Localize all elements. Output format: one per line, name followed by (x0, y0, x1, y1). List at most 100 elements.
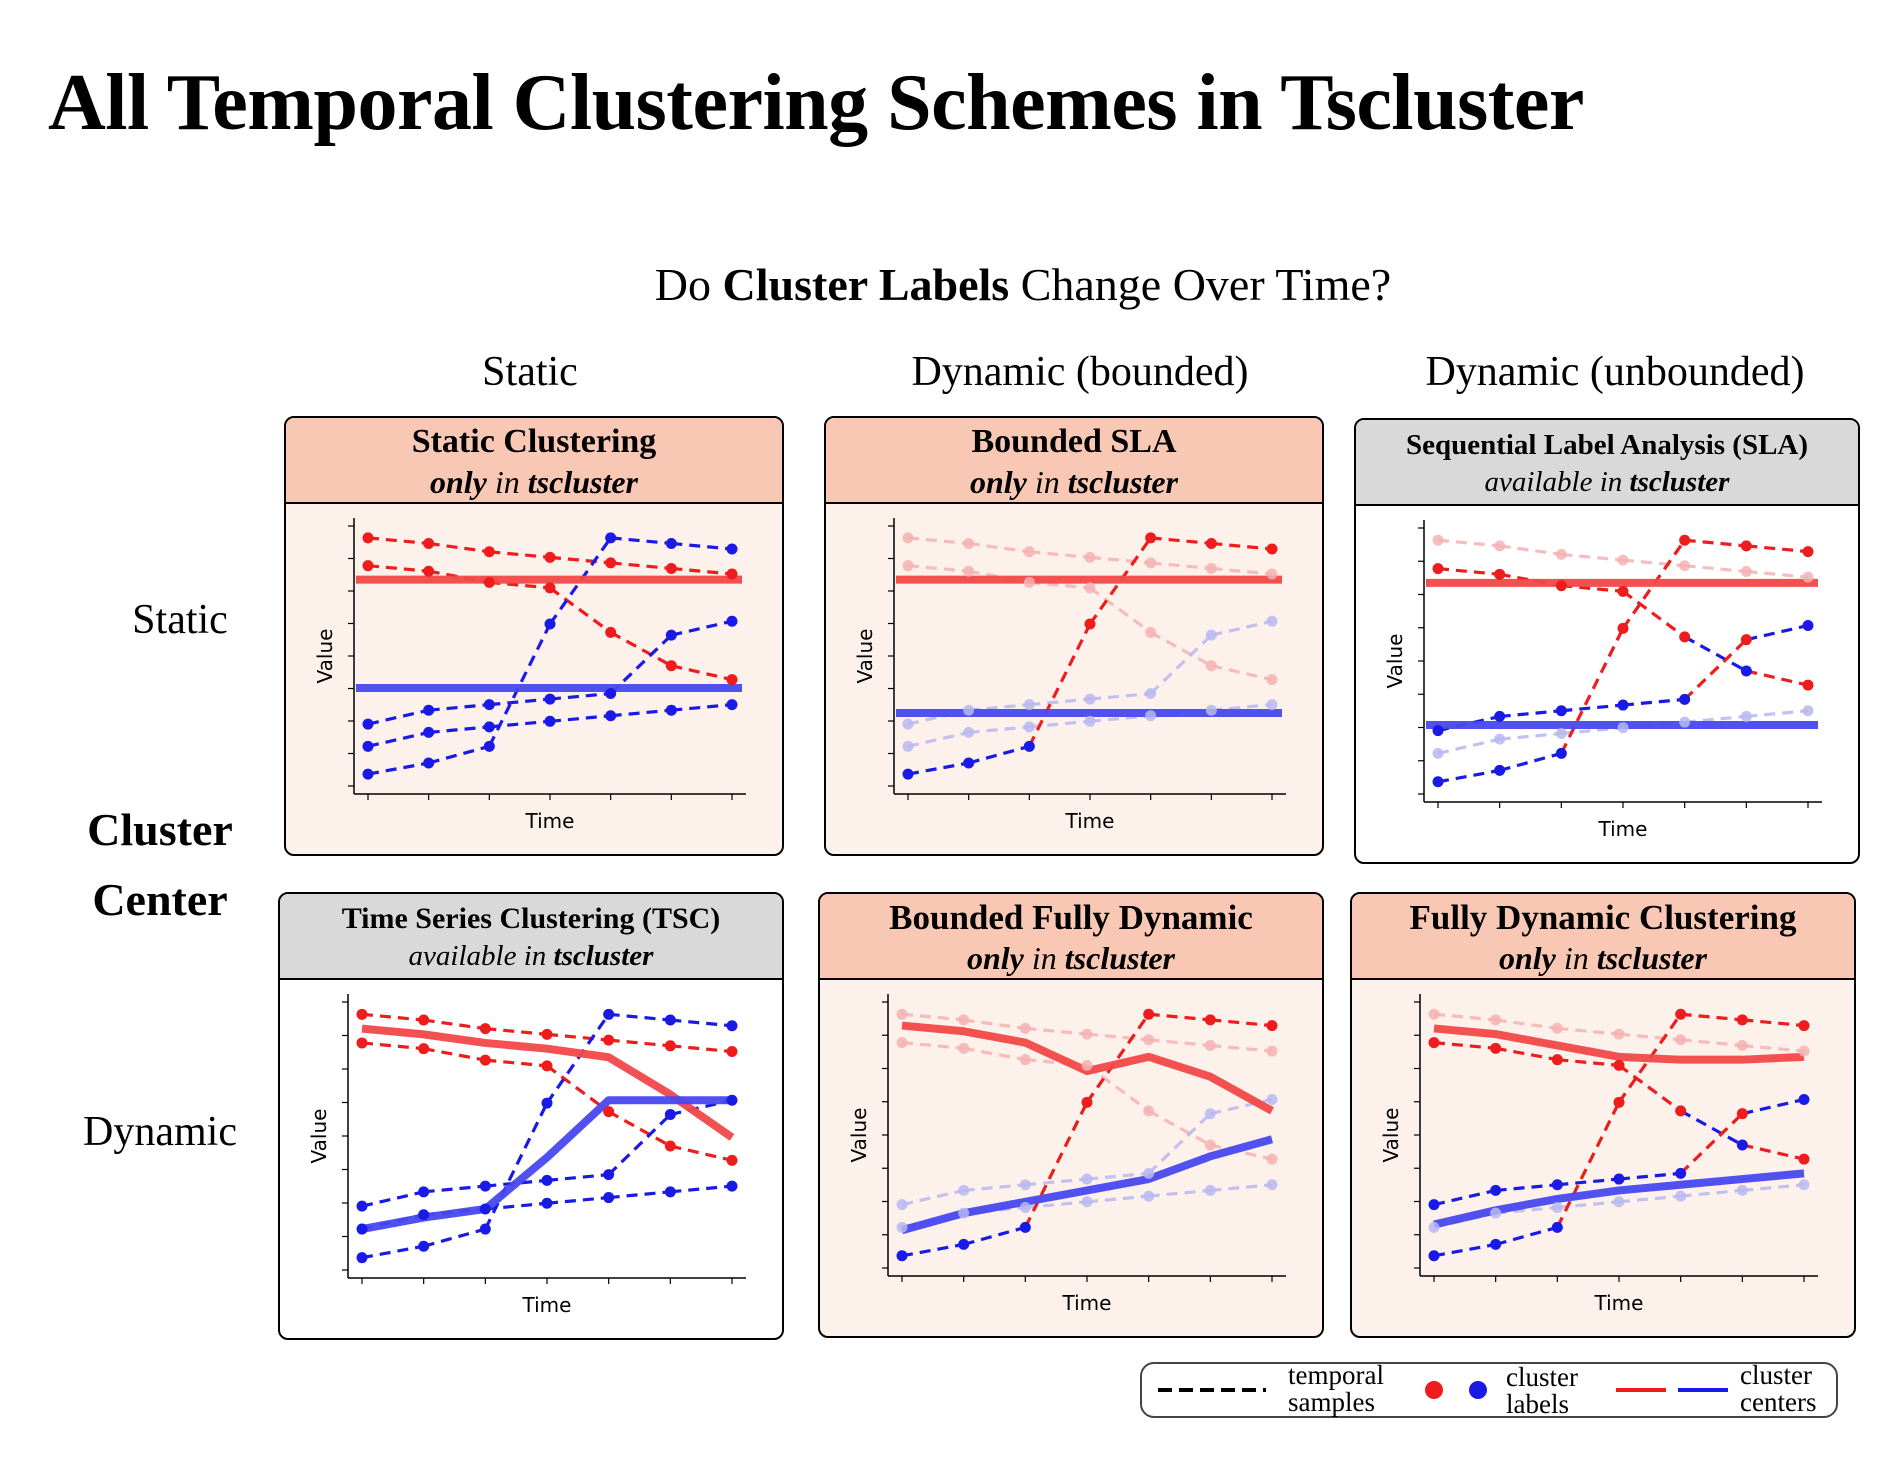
sample-point (1023, 699, 1035, 711)
sample-point (726, 1046, 738, 1058)
panel-header: Time Series Clustering (TSC) available i… (280, 894, 782, 980)
sample-point (1204, 1014, 1216, 1026)
sample-segment (1741, 1097, 1805, 1116)
page-title: All Temporal Clustering Schemes in Tsclu… (48, 59, 1584, 147)
sample-segment (1089, 714, 1151, 723)
sample-point (605, 626, 617, 638)
sample-point (902, 560, 914, 572)
sample-point (1555, 705, 1567, 717)
sample-point (423, 726, 435, 738)
panel-title: Fully Dynamic Clustering (1409, 898, 1797, 937)
sample-segment (1149, 630, 1213, 668)
sample-point (1613, 1196, 1625, 1208)
sample-segment (963, 1183, 1026, 1193)
panel-subtitle: only in tscluster (1498, 940, 1707, 976)
sample-point (1802, 571, 1814, 583)
sample-segment (1684, 538, 1747, 548)
sample-point (541, 1060, 553, 1072)
sample-point (1802, 619, 1814, 631)
sample-point (1205, 562, 1217, 574)
sample-point (1019, 1022, 1031, 1034)
sample-segment (549, 555, 611, 565)
sample-point (356, 1037, 368, 1049)
sample-point (1266, 674, 1278, 686)
sample-point (1490, 1014, 1502, 1026)
x-axis-label: Time (525, 809, 575, 833)
panel-fully-dynamic-clustering: Fully Dynamic Clustering only in tsclust… (1350, 892, 1856, 1338)
sample-segment (1618, 1032, 1681, 1042)
sample-point (1432, 776, 1444, 788)
sample-point (902, 768, 914, 780)
sample-segment (1433, 1041, 1496, 1050)
sample-point (1143, 1167, 1155, 1179)
legend-cluster-centers-label: cluster centers (1740, 1360, 1817, 1417)
sample-point (726, 1094, 738, 1106)
sample-point (1205, 629, 1217, 641)
sample-point (958, 1238, 970, 1250)
sample-segment (907, 761, 969, 776)
panel-static-clustering: Static Clustering only in tscluster Time… (284, 416, 784, 856)
sample-point (958, 1184, 970, 1196)
sample-point (1266, 568, 1278, 580)
sample-point (1675, 1105, 1687, 1117)
sample-segment (609, 630, 673, 668)
sample-point (362, 532, 374, 544)
sample-segment (1495, 1046, 1558, 1062)
sample-point (1023, 546, 1035, 558)
sample-point (1679, 534, 1691, 546)
sample-segment (1684, 564, 1747, 574)
legend-red-label-dot (1425, 1381, 1443, 1399)
sample-point (665, 537, 677, 549)
sample-point (1019, 1179, 1031, 1191)
sample-point (726, 615, 738, 627)
sample-segment (1561, 552, 1624, 562)
sample-point (958, 1207, 970, 1219)
sample-point (1494, 540, 1506, 552)
sample-point (544, 618, 556, 630)
sample-segment (671, 703, 733, 712)
sample-point (1798, 1020, 1810, 1032)
sample-point (541, 1197, 553, 1209)
sample-point (958, 1014, 970, 1026)
blue-cluster-center (361, 1096, 732, 1233)
sample-point (1736, 1014, 1748, 1026)
sample-segment (1683, 638, 1748, 701)
sample-segment (549, 691, 611, 701)
sample-segment (670, 1184, 733, 1194)
sample-segment (1089, 555, 1151, 565)
sample-segment (1683, 635, 1748, 673)
sample-point (1084, 551, 1096, 563)
sample-segment (1437, 768, 1500, 784)
sample-segment (968, 569, 1030, 584)
row-header-dynamic: Dynamic (83, 1109, 237, 1155)
sample-point (1551, 1022, 1563, 1034)
sample-segment (423, 1184, 486, 1194)
sample-segment (1210, 619, 1273, 637)
sample-segment (670, 619, 733, 637)
sample-segment (367, 730, 430, 748)
sample-point (1617, 722, 1629, 734)
sample-point (1145, 532, 1157, 544)
sample-segment (1746, 709, 1809, 719)
sample-point (1266, 543, 1278, 555)
sample-segment (1150, 561, 1212, 571)
sample-segment (1555, 1101, 1621, 1229)
y-axis-label: Value (1383, 634, 1407, 689)
sample-point (418, 1186, 430, 1198)
sample-segment (546, 1173, 609, 1182)
sample-point (1736, 1184, 1748, 1196)
sample-segment (670, 664, 733, 682)
sample-segment (1495, 1018, 1558, 1031)
sample-segment (1618, 1064, 1682, 1113)
sample-point (726, 1180, 738, 1192)
sample-segment (968, 725, 1030, 735)
sample-point (605, 557, 617, 569)
panel-subtitle: available in tscluster (408, 940, 654, 972)
panel-title: Time Series Clustering (TSC) (341, 902, 721, 935)
sample-segment (367, 564, 429, 573)
sample-segment (670, 1044, 733, 1054)
sample-point (665, 704, 677, 716)
sample-point (479, 1023, 491, 1035)
sample-segment (1680, 1038, 1743, 1048)
sample-point (1266, 1020, 1278, 1032)
